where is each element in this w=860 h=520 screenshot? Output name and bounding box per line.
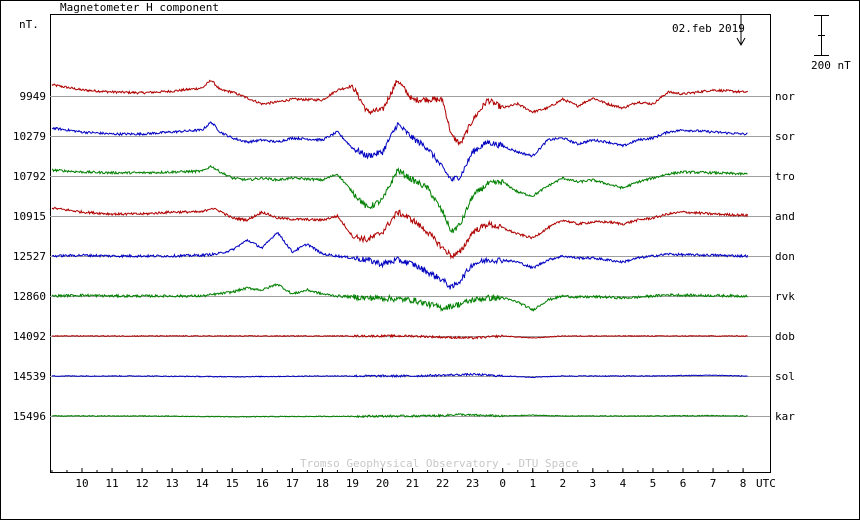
date-label: 02.feb 2019 [672,22,745,35]
station-label-nor: nor [775,90,795,103]
baseline-value-sol: 14539 [13,370,46,383]
x-tick-label: 6 [680,477,687,490]
trace-kar [52,412,748,419]
x-tick-label: 19 [346,477,359,490]
trace-rvk [51,282,748,313]
x-tick-label: 20 [376,477,389,490]
baseline-value-don: 12527 [13,250,46,263]
station-label-tro: tro [775,170,795,183]
baseline-value-nor: 9949 [20,90,47,103]
station-label-sol: sol [775,370,795,383]
date-arrow-icon [736,15,746,47]
baselines [50,96,770,417]
x-axis-ticks: 10 11 12 13 14 15 16 17 18 19 20 21 22 23 0 1 2 3 4 5 6 7 8 [51,468,747,490]
scale-bar [814,15,829,56]
x-tick-label: 15 [226,477,239,490]
station-labels: nor sor tro and don rvk dob sol kar [775,90,795,423]
station-label-don: don [775,250,795,263]
x-tick-label: 21 [406,477,419,490]
station-label-sor: sor [775,130,795,143]
x-tick-label: 5 [650,477,657,490]
x-tick-label: 14 [196,477,210,490]
x-tick-label: 23 [466,477,479,490]
trace-dob [51,333,748,340]
x-tick-label: 18 [316,477,329,490]
trace-nor [51,79,748,147]
trace-tro [51,164,748,234]
x-tick-label: 8 [740,477,747,490]
trace-and [51,206,749,260]
x-tick-label: 2 [559,477,566,490]
x-tick-label: 1 [529,477,536,490]
station-label-and: and [775,210,795,223]
x-tick-label: 11 [105,477,118,490]
scale-bar-label: 200 nT [811,59,851,72]
baseline-value-dob: 14092 [13,330,46,343]
x-tick-label: 16 [256,477,269,490]
y-unit-label: nT. [19,18,39,31]
baseline-value-kar: 15496 [13,410,46,423]
station-label-rvk: rvk [775,290,795,303]
x-tick-label: 12 [135,477,148,490]
station-label-kar: kar [775,410,795,423]
baseline-value-and: 10915 [13,210,46,223]
trace-sor [51,121,748,182]
x-tick-label: 4 [620,477,627,490]
footer-credit: Tromso Geophysical Observatory - DTU Spa… [300,457,578,470]
plot-box [50,14,771,473]
station-label-dob: dob [775,330,795,343]
x-tick-label: 0 [499,477,506,490]
x-tick-label: 10 [75,477,88,490]
trace-sol [51,372,748,379]
baseline-value-labels: 9949 10279 10792 10915 12527 12860 14092 14539 1… [13,90,46,423]
x-tick-label: 3 [590,477,597,490]
chart-title: Magnetometer H component [60,1,219,14]
trace-don [51,231,749,290]
x-unit-label: UTC [756,477,776,490]
traces [51,79,749,419]
x-tick-label: 7 [710,477,717,490]
baseline-value-tro: 10792 [13,170,46,183]
x-tick-label: 13 [166,477,179,490]
baseline-value-rvk: 12860 [13,290,46,303]
x-tick-label: 22 [436,477,449,490]
baseline-value-sor: 10279 [13,130,46,143]
x-tick-label: 17 [286,477,299,490]
